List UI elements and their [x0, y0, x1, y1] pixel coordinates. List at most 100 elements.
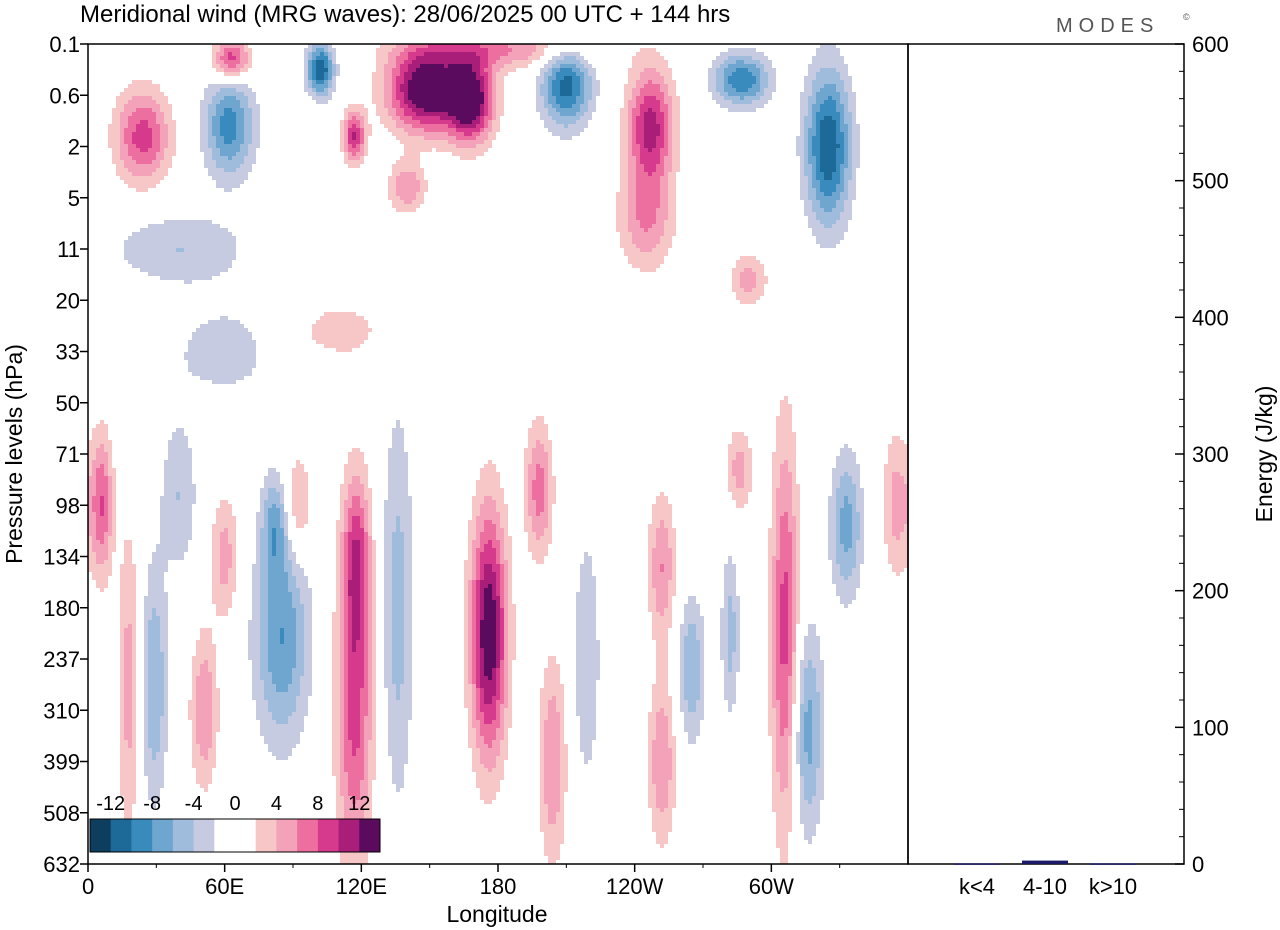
contour-cell: [288, 556, 296, 560]
contour-cell: [884, 504, 892, 508]
contour-cell: [104, 540, 108, 544]
contour-cell: [672, 144, 680, 148]
contour-cell: [340, 120, 344, 124]
contour-cell: [852, 476, 860, 480]
contour-cell: [164, 488, 196, 492]
contour-cell: [548, 452, 552, 456]
contour-cell: [344, 636, 348, 640]
contour-cell: [176, 248, 184, 252]
contour-cell: [388, 492, 408, 496]
contour-cell: [372, 608, 376, 612]
contour-cell: [112, 500, 116, 504]
contour-cell: [296, 516, 308, 520]
contour-cell: [776, 664, 792, 668]
contour-cell: [540, 708, 548, 712]
contour-cell: [764, 68, 776, 72]
contour-cell: [672, 768, 676, 772]
contour-cell: [788, 696, 792, 700]
contour-cell: [560, 720, 564, 724]
contour-cell: [292, 560, 296, 564]
contour-cell: [224, 140, 232, 144]
contour-cell: [496, 612, 500, 616]
contour-cell: [800, 696, 804, 700]
contour-cell: [108, 472, 116, 476]
contour-cell: [812, 120, 816, 124]
contour-cell: [272, 716, 288, 720]
contour-cell: [376, 68, 384, 72]
contour-cell: [500, 608, 504, 612]
contour-cell: [648, 716, 656, 720]
contour-cell: [108, 536, 116, 540]
contour-cell: [496, 72, 508, 76]
contour-cell: [404, 672, 412, 676]
contour-cell: [264, 736, 300, 740]
contour-cell: [620, 232, 632, 236]
contour-cell: [668, 532, 676, 536]
contour-cell: [776, 596, 780, 600]
contour-cell: [344, 744, 352, 748]
contour-cell: [312, 332, 368, 336]
contour-cell: [576, 644, 600, 648]
contour-cell: [372, 76, 384, 80]
contour-cell: [228, 576, 236, 580]
contour-cell: [776, 504, 792, 508]
contour-cell: [344, 608, 348, 612]
contour-cell: [656, 724, 668, 728]
contour-cell: [260, 636, 268, 640]
contour-cell: [88, 468, 92, 472]
contour-cell: [344, 712, 348, 716]
contour-cell: [404, 200, 412, 204]
contour-cell: [772, 776, 780, 780]
contour-cell: [352, 560, 360, 564]
contour-cell: [256, 516, 264, 520]
contour-cell: [656, 604, 668, 608]
contour-cell: [468, 740, 476, 744]
contour-cell: [484, 668, 492, 672]
contour-cell: [332, 764, 340, 768]
contour-cell: [300, 600, 312, 604]
contour-cell: [724, 80, 728, 84]
contour-cell: [484, 80, 488, 84]
contour-cell: [804, 636, 820, 640]
contour-cell: [776, 492, 792, 496]
contour-cell: [360, 788, 368, 792]
contour-cell: [224, 188, 232, 192]
contour-cell: [132, 172, 152, 176]
contour-cell: [668, 788, 676, 792]
contour-cell: [384, 668, 392, 672]
contour-cell: [148, 704, 164, 708]
contour-cell: [240, 68, 248, 72]
contour-cell: [544, 468, 548, 472]
contour-cell: [652, 616, 672, 620]
contour-cell: [220, 552, 232, 556]
contour-cell: [772, 676, 776, 680]
contour-cell: [496, 552, 500, 556]
contour-cell: [160, 624, 168, 628]
contour-cell: [364, 116, 368, 120]
contour-cell: [728, 704, 732, 708]
contour-cell: [488, 124, 492, 128]
contour-cell: [344, 680, 348, 684]
contour-cell: [252, 688, 264, 692]
contour-cell: [496, 500, 504, 504]
contour-cell: [324, 48, 328, 52]
contour-cell: [472, 708, 476, 712]
contour-cell: [628, 72, 640, 76]
contour-cell: [812, 204, 820, 208]
contour-cell: [856, 544, 864, 548]
contour-cell: [340, 504, 344, 508]
contour-cell: [272, 536, 276, 540]
contour-cell: [480, 476, 500, 480]
contour-cell: [804, 172, 812, 176]
contour-cell: [196, 652, 216, 656]
contour-cell: [268, 632, 280, 636]
contour-cell: [96, 484, 108, 488]
contour-cell: [388, 184, 396, 188]
contour-cell: [544, 736, 560, 740]
contour-cell: [576, 704, 596, 708]
contour-cell: [476, 488, 504, 492]
contour-cell: [656, 244, 672, 248]
contour-cell: [212, 524, 236, 528]
contour-cell: [212, 672, 216, 676]
contour-cell: [768, 656, 772, 660]
